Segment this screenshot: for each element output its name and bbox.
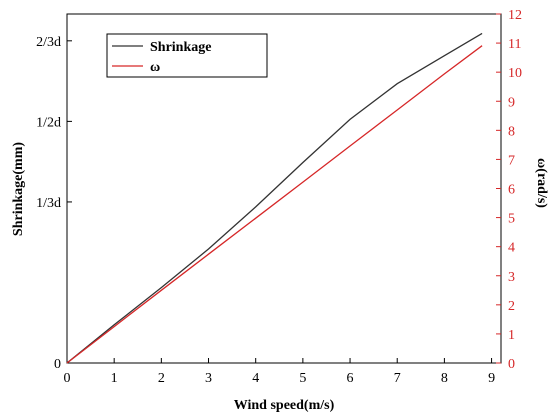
y-left-axis-label: Shrinkage(mm) [11, 142, 26, 236]
x-tick-label: 0 [64, 371, 71, 386]
x-tick-label: 7 [394, 371, 401, 386]
y-right-tick-label: 8 [508, 124, 515, 139]
series-line-1 [66, 45, 483, 364]
x-tick-label: 3 [205, 371, 212, 386]
y-right-tick-label: 9 [508, 95, 515, 110]
y-right-tick-label: 1 [508, 328, 515, 343]
legend-label-shrinkage: Shrinkage [150, 40, 211, 55]
y-left-tick-label: 0 [54, 357, 61, 372]
y-right-tick-label: 4 [508, 241, 515, 256]
legend: Shrinkage ω [106, 33, 268, 78]
y-left-tick-label: 2/3d [36, 35, 61, 50]
y-right-tick-label: 3 [508, 270, 515, 285]
x-tick-label: 1 [111, 371, 118, 386]
y-right-tick-label: 12 [508, 8, 522, 23]
legend-box [106, 33, 268, 78]
x-axis-ticks: 0 1 2 3 4 5 6 7 8 9 [64, 358, 495, 386]
y-right-tick-label: 10 [508, 66, 522, 81]
y-right-tick-label: 0 [508, 357, 515, 372]
x-tick-label: 2 [158, 371, 165, 386]
x-tick-label: 6 [347, 371, 354, 386]
y-right-tick-label: 7 [508, 153, 515, 168]
x-tick-label: 4 [252, 371, 259, 386]
x-axis-label: Wind speed(m/s) [234, 398, 335, 413]
legend-label-omega: ω [150, 60, 160, 75]
y-left-axis-ticks: 0 1/3d 1/2d 2/3d [36, 35, 72, 372]
y-left-tick-label: 1/3d [36, 196, 61, 211]
y-right-tick-label: 2 [508, 299, 515, 314]
x-tick-label: 5 [299, 371, 306, 386]
x-tick-label: 8 [441, 371, 448, 386]
y-right-axis-label: ω(rad/s) [534, 158, 549, 208]
series-layer [66, 32, 483, 364]
y-right-tick-label: 11 [508, 37, 521, 52]
series-line-0 [66, 32, 483, 364]
x-tick-label: 9 [488, 371, 495, 386]
y-right-tick-label: 6 [508, 183, 515, 198]
y-left-tick-label: 1/2d [36, 115, 61, 130]
y-right-tick-label: 5 [508, 212, 515, 227]
